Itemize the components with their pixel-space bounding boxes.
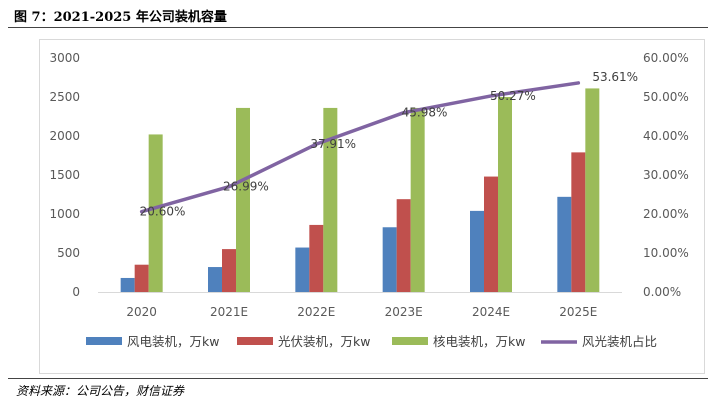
y-right-tick-label: 30.00%	[643, 168, 689, 182]
line-data-label: 26.99%	[223, 180, 269, 194]
y-left-tick-label: 2500	[49, 90, 80, 104]
legend-swatch	[86, 337, 122, 345]
bar-wind	[208, 267, 222, 292]
bar-nuclear	[236, 107, 250, 292]
bar-solar	[484, 176, 498, 292]
figure-title: 图 7：2021-2025 年公司装机容量	[14, 10, 227, 25]
y-left-tick-label: 0	[72, 285, 80, 299]
bar-solar	[222, 249, 236, 292]
y-right-tick-label: 40.00%	[643, 129, 689, 143]
bar-solar	[309, 224, 324, 292]
bar-wind	[120, 277, 135, 292]
share-line	[139, 81, 581, 214]
x-tick-label: 2020	[126, 305, 157, 319]
bar-solar	[571, 152, 586, 292]
y-right-tick-label: 20.00%	[643, 207, 689, 221]
y-left-tick-label: 500	[57, 246, 80, 260]
bar-wind	[557, 196, 572, 292]
line-data-label: 53.61%	[592, 70, 638, 84]
y-right-tick-label: 10.00%	[643, 246, 689, 260]
bar-nuclear	[585, 88, 600, 292]
y-left-tick-label: 3000	[49, 51, 80, 65]
y-right-tick-label: 0.00%	[643, 285, 681, 299]
bar-nuclear	[148, 134, 163, 292]
legend-label: 核电装机，万kw	[433, 334, 525, 349]
legend-label: 风电装机，万kw	[127, 334, 219, 349]
bar-nuclear	[498, 97, 512, 292]
y-left-tick-label: 2000	[49, 129, 80, 143]
bar-solar	[134, 264, 149, 292]
line-data-label: 20.60%	[140, 205, 186, 219]
source-divider	[8, 378, 708, 379]
legend-label: 风光装机占比	[582, 334, 657, 349]
x-tick-label: 2023E	[385, 305, 423, 319]
bar-wind	[295, 247, 310, 292]
y-right-tick-label: 60.00%	[643, 51, 689, 65]
bar-wind	[470, 210, 484, 292]
y-left-tick-label: 1500	[49, 168, 80, 182]
title-divider	[8, 27, 708, 28]
x-tick-label: 2022E	[297, 305, 335, 319]
y-left-tick-label: 1000	[49, 207, 80, 221]
y-right-tick-label: 50.00%	[643, 90, 689, 104]
legend-label: 光伏装机，万kw	[278, 334, 370, 349]
line-data-label: 50.27%	[490, 89, 536, 103]
x-tick-label: 2021E	[210, 305, 248, 319]
bar-nuclear	[410, 107, 425, 292]
x-tick-label: 2024E	[472, 305, 510, 319]
bar-solar	[396, 199, 411, 292]
legend-swatch	[392, 337, 428, 345]
line-data-label: 37.91%	[310, 137, 356, 151]
x-tick-label: 2025E	[559, 305, 597, 319]
bar-nuclear	[323, 107, 338, 292]
line-data-label: 45.98%	[402, 106, 448, 120]
bar-wind	[382, 227, 397, 292]
legend-swatch	[237, 337, 273, 345]
source-note: 资料来源：公司公告，财信证券	[16, 384, 185, 398]
